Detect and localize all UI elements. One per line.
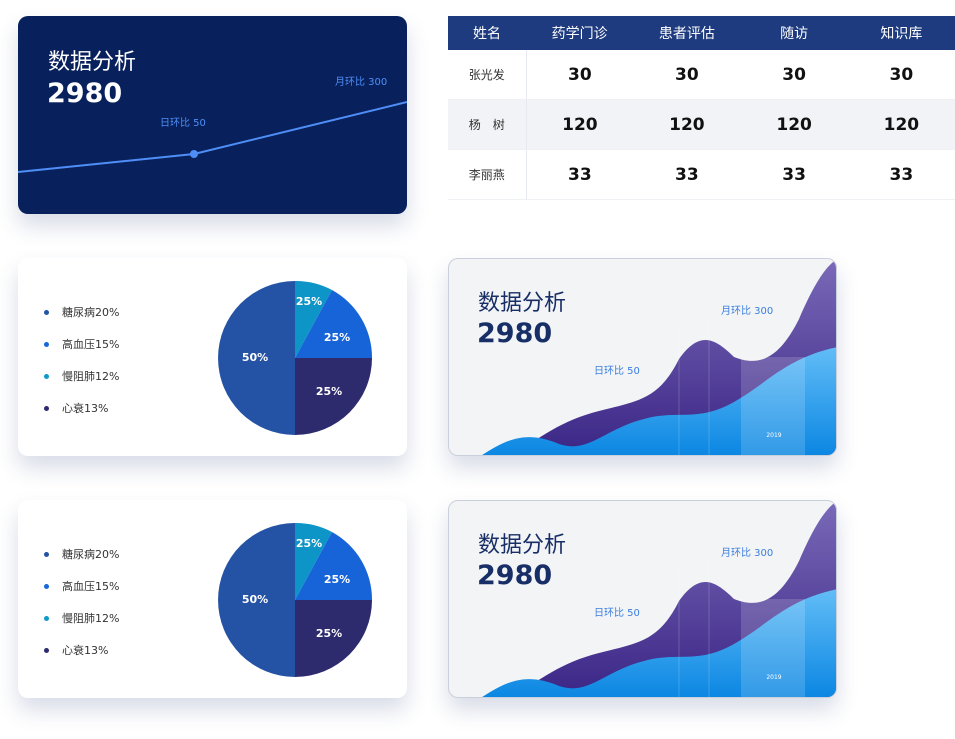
pie-slice-label: 50% [242,593,268,606]
trend-point [190,150,198,158]
cell-value: 33 [633,149,741,200]
wave-stat-card: 2019 数据分析 2980 日环比 50 月环比 300 [448,258,837,456]
wave-stat-card: 2019 数据分析 2980 日环比 50 月环比 300 [448,500,837,698]
pie-chart: 25% 25% 25% 50% [218,522,373,677]
header-follow-up: 随访 [740,16,848,50]
legend-item: 糖尿病20% [44,296,119,328]
pie-slice [295,522,332,600]
legend-dot-icon [44,373,49,379]
legend-dot-icon [44,583,49,589]
row-name: 李丽燕 [448,149,527,200]
pie-slice [218,523,295,677]
monthly-change-label: 月环比 300 [335,77,388,88]
pie-chart: 25% 25% 25% 50% [218,280,373,435]
legend-item: 慢阻肺12% [44,602,119,634]
legend-label: 糖尿病20% [62,548,120,561]
pie-slice-label: 50% [242,351,268,364]
daily-change-label: 日环比 50 [160,118,206,129]
legend-item: 高血压15% [44,570,119,602]
pie-slice-label: 25% [324,331,350,344]
daily-change-label: 日环比 50 [594,608,640,619]
trend-line [18,101,407,173]
pie-slice-label: 25% [296,537,322,550]
cell-value: 33 [740,149,848,200]
year-label: 2019 [766,674,781,681]
stat-value: 2980 [47,78,123,109]
header-pharmacy-clinic: 药学门诊 [526,16,634,50]
highlight-column [741,599,805,697]
legend-item: 慢阻肺12% [44,360,119,392]
stat-title: 数据分析 [48,50,137,75]
row-name: 张光发 [448,50,527,100]
legend-item: 心衰13% [44,392,119,424]
legend-dot-icon [44,309,49,315]
monthly-change-label: 月环比 300 [721,306,774,317]
header-knowledge-base: 知识库 [847,16,955,50]
legend-dot-icon [44,341,49,347]
legend-dot-icon [44,615,49,621]
cell-value: 30 [740,50,848,100]
stat-value: 2980 [477,318,553,349]
wave-area-front [482,589,836,697]
wave-area-chart: 2019 [482,260,836,455]
stats-table: 姓名 药学门诊 患者评估 随访 知识库 张光发 30 30 30 30 杨 树 … [448,16,955,200]
daily-change-label: 日环比 50 [594,366,640,377]
legend-label: 慢阻肺12% [62,370,120,383]
legend-label: 心衰13% [62,402,109,415]
cell-value: 30 [633,50,741,100]
cell-value: 120 [526,99,634,150]
legend-dot-icon [44,405,49,411]
legend-item: 糖尿病20% [44,538,119,570]
pie-card: 糖尿病20% 高血压15% 慢阻肺12% 心衰13% 25% 25% 25% 5… [18,500,407,698]
table-row: 李丽燕 33 33 33 33 [448,149,955,200]
year-label: 2019 [766,432,781,439]
pie-slice [295,280,332,358]
legend-item: 心衰13% [44,634,119,666]
stat-card-dark: 数据分析 2980 日环比 50 月环比 300 [18,16,407,214]
trend-line-chart [18,101,407,173]
cell-value: 120 [633,99,741,150]
legend-dot-icon [44,551,49,557]
table-row: 张光发 30 30 30 30 [448,50,955,100]
pie-legend: 糖尿病20% 高血压15% 慢阻肺12% 心衰13% [44,296,119,424]
cell-value: 30 [526,50,634,100]
wave-area-chart: 2019 [482,502,836,697]
wave-area-front [482,347,836,455]
legend-label: 高血压15% [62,580,120,593]
monthly-change-label: 月环比 300 [721,548,774,559]
pie-slice-label: 25% [324,573,350,586]
legend-label: 心衰13% [62,644,109,657]
stat-title: 数据分析 [478,291,567,316]
highlight-column [741,357,805,455]
pie-slice [295,358,372,435]
cell-value: 120 [740,99,848,150]
legend-label: 高血压15% [62,338,120,351]
header-patient-assessment: 患者评估 [633,16,741,50]
stat-title: 数据分析 [478,533,567,558]
pie-card: 糖尿病20% 高血压15% 慢阻肺12% 心衰13% 25% 25% 25% 5… [18,258,407,456]
stat-value: 2980 [477,560,553,591]
table-row: 杨 树 120 120 120 120 [448,99,955,150]
table-header-row: 姓名 药学门诊 患者评估 随访 知识库 [448,16,955,50]
pie-slice [295,600,372,677]
legend-item: 高血压15% [44,328,119,360]
header-name: 姓名 [448,16,526,50]
cell-value: 33 [847,149,955,200]
cell-value: 33 [526,149,634,200]
pie-slice [218,281,295,435]
pie-slice [295,532,373,600]
legend-dot-icon [44,647,49,653]
pie-legend: 糖尿病20% 高血压15% 慢阻肺12% 心衰13% [44,538,119,666]
legend-label: 慢阻肺12% [62,612,120,625]
cell-value: 30 [847,50,955,100]
cell-value: 120 [847,99,955,150]
pie-slice-label: 25% [316,627,342,640]
pie-slice-label: 25% [316,385,342,398]
pie-slice [295,290,373,358]
pie-slice-label: 25% [296,295,322,308]
legend-label: 糖尿病20% [62,306,120,319]
row-name: 杨 树 [448,99,527,150]
